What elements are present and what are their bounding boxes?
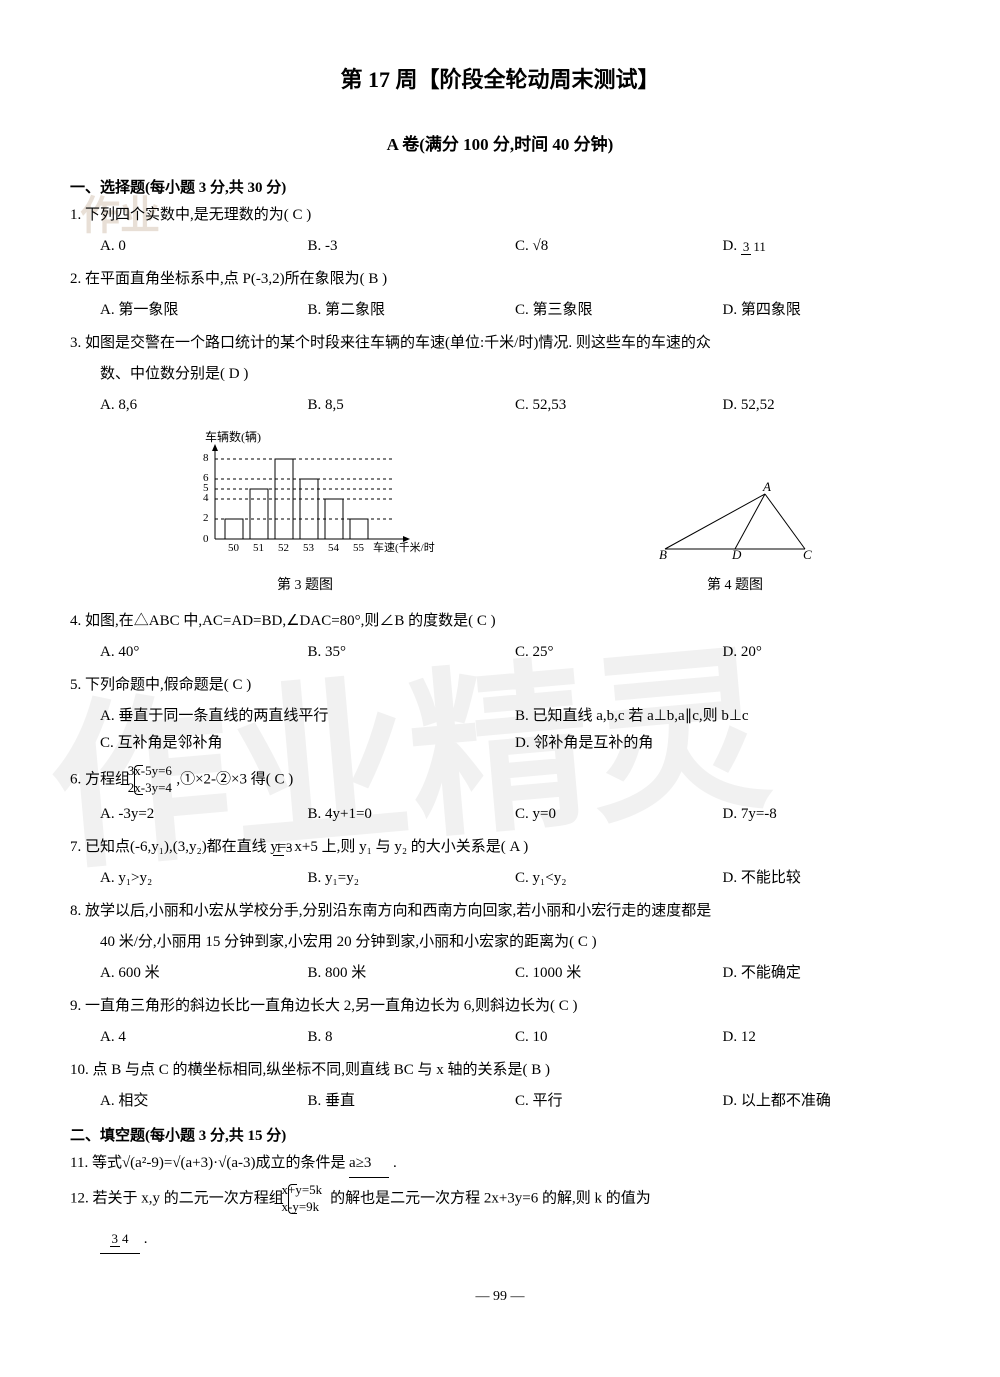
page-number: — 99 — xyxy=(70,1284,930,1309)
q9-a: A. 4 xyxy=(100,1024,308,1051)
q6-d: D. 7y=-8 xyxy=(723,801,931,828)
q3-c: C. 52,53 xyxy=(515,392,723,419)
bar-chart-icon: 车辆数(辆) 0 2 4 5 6 8 xyxy=(175,429,435,559)
q2-options: A. 第一象限 B. 第二象限 C. 第三象限 D. 第四象限 xyxy=(70,297,930,324)
svg-text:2: 2 xyxy=(203,512,209,524)
svg-text:54: 54 xyxy=(328,542,340,554)
q7-text: 7. 已知点(-6,y₁),(3,y₂)都在直线 y=-13x+5 上,则 y₁… xyxy=(70,834,930,861)
svg-text:C: C xyxy=(803,547,812,559)
q4-d: D. 20° xyxy=(723,639,931,666)
q3-line1: 3. 如图是交警在一个路口统计的某个时段来往车辆的车速(单位:千米/时)情况. … xyxy=(70,330,930,357)
q8-line2: 40 米/分,小丽用 15 分钟到家,小宏用 20 分钟到家,小丽和小宏家的距离… xyxy=(70,929,930,956)
q2-b: B. 第二象限 xyxy=(308,297,516,324)
q11: 11. 等式√(a²-9)=√(a+3)·√(a-3)成立的条件是 a≥3 . xyxy=(70,1150,930,1178)
svg-text:51: 51 xyxy=(253,542,264,554)
q4-c: C. 25° xyxy=(515,639,723,666)
svg-text:50: 50 xyxy=(228,542,240,554)
svg-text:6: 6 xyxy=(203,472,209,484)
q8-options: A. 600 米 B. 800 米 C. 1000 米 D. 不能确定 xyxy=(70,960,930,987)
q8-c: C. 1000 米 xyxy=(515,960,723,987)
q5-text: 5. 下列命题中,假命题是( C ) xyxy=(70,672,930,699)
q5-b: B. 已知直线 a,b,c 若 a⊥b,a∥c,则 b⊥c xyxy=(515,703,930,730)
q10-d: D. 以上都不准确 xyxy=(723,1088,931,1115)
q9-c: C. 10 xyxy=(515,1024,723,1051)
fig4-caption: 第 4 题图 xyxy=(645,573,825,598)
q1-d: D. 311 xyxy=(723,233,931,260)
q6-a: A. -3y=2 xyxy=(100,801,308,828)
q8-d: D. 不能确定 xyxy=(723,960,931,987)
q10-options: A. 相交 B. 垂直 C. 平行 D. 以上都不准确 xyxy=(70,1088,930,1115)
q7-options: A. y₁>y₂ B. y₁=y₂ C. y₁<y₂ D. 不能比较 xyxy=(70,865,930,892)
q7-d: D. 不能比较 xyxy=(723,865,931,892)
q8-line1: 8. 放学以后,小丽和小宏从学校分手,分别沿东南方向和西南方向回家,若小丽和小宏… xyxy=(70,898,930,925)
q6-c: C. y=0 xyxy=(515,801,723,828)
q6-options: A. -3y=2 B. 4y+1=0 C. y=0 D. 7y=-8 xyxy=(70,801,930,828)
q12-answer-line: 34 . xyxy=(70,1226,930,1254)
q1-a: A. 0 xyxy=(100,233,308,260)
figure-3: 车辆数(辆) 0 2 4 5 6 8 xyxy=(175,429,435,598)
figure-4: A B D C 第 4 题图 xyxy=(645,479,825,598)
q3-line2: 数、中位数分别是( D ) xyxy=(70,361,930,388)
q7-c: C. y₁<y₂ xyxy=(515,865,723,892)
q9-d: D. 12 xyxy=(723,1024,931,1051)
triangle-icon: A B D C xyxy=(645,479,825,559)
q10-b: B. 垂直 xyxy=(308,1088,516,1115)
svg-text:A: A xyxy=(762,479,771,494)
q1-b: B. -3 xyxy=(308,233,516,260)
q8-a: A. 600 米 xyxy=(100,960,308,987)
q2-d: D. 第四象限 xyxy=(723,297,931,324)
q10-a: A. 相交 xyxy=(100,1088,308,1115)
q12-answer: 34 xyxy=(100,1226,140,1254)
q8-b: B. 800 米 xyxy=(308,960,516,987)
q4-options: A. 40° B. 35° C. 25° D. 20° xyxy=(70,639,930,666)
fig3-caption: 第 3 题图 xyxy=(175,573,435,598)
q5-a: A. 垂直于同一条直线的两直线平行 xyxy=(100,703,515,730)
q4-b: B. 35° xyxy=(308,639,516,666)
figures-row: 车辆数(辆) 0 2 4 5 6 8 xyxy=(70,429,930,598)
q3-d: D. 52,52 xyxy=(723,392,931,419)
q10-c: C. 平行 xyxy=(515,1088,723,1115)
q10-text: 10. 点 B 与点 C 的横坐标相同,纵坐标不同,则直线 BC 与 x 轴的关… xyxy=(70,1057,930,1084)
q11-answer: a≥3 xyxy=(349,1150,389,1178)
q9-b: B. 8 xyxy=(308,1024,516,1051)
q7-b: B. y₁=y₂ xyxy=(308,865,516,892)
svg-text:B: B xyxy=(659,547,667,559)
q2-a: A. 第一象限 xyxy=(100,297,308,324)
q2-text: 2. 在平面直角坐标系中,点 P(-3,2)所在象限为( B ) xyxy=(70,266,930,293)
q6-b: B. 4y+1=0 xyxy=(308,801,516,828)
q9-options: A. 4 B. 8 C. 10 D. 12 xyxy=(70,1024,930,1051)
q3-a: A. 8,6 xyxy=(100,392,308,419)
section-2-header: 二、填空题(每小题 3 分,共 15 分) xyxy=(70,1123,930,1150)
page-content: 第 17 周【阶段全轮动周末测试】 A 卷(满分 100 分,时间 40 分钟)… xyxy=(70,60,930,1309)
section-1-header: 一、选择题(每小题 3 分,共 30 分) xyxy=(70,175,930,202)
page-subtitle: A 卷(满分 100 分,时间 40 分钟) xyxy=(70,130,930,161)
q7-a: A. y₁>y₂ xyxy=(100,865,308,892)
q3-b: B. 8,5 xyxy=(308,392,516,419)
svg-text:D: D xyxy=(731,547,742,559)
page-title: 第 17 周【阶段全轮动周末测试】 xyxy=(70,60,930,100)
q1-text: 1. 下列四个实数中,是无理数的为( C ) xyxy=(70,202,930,229)
q1-c: C. √8 xyxy=(515,233,723,260)
svg-text:52: 52 xyxy=(278,542,289,554)
q12: 12. 若关于 x,y 的二元一次方程组 x+y=5k x-y=9k 的解也是二… xyxy=(70,1182,930,1216)
svg-text:55: 55 xyxy=(353,542,365,554)
q1-options: A. 0 B. -3 C. √8 D. 311 xyxy=(70,233,930,260)
svg-text:车速(千米/时): 车速(千米/时) xyxy=(373,540,435,554)
svg-text:53: 53 xyxy=(303,542,315,554)
svg-text:0: 0 xyxy=(203,533,209,545)
q2-c: C. 第三象限 xyxy=(515,297,723,324)
q9-text: 9. 一直角三角形的斜边长比一直角边长大 2,另一直角边长为 6,则斜边长为( … xyxy=(70,993,930,1020)
q3-options: A. 8,6 B. 8,5 C. 52,53 D. 52,52 xyxy=(70,392,930,419)
svg-text:8: 8 xyxy=(203,452,209,464)
q5-c: C. 互补角是邻补角 xyxy=(100,730,515,757)
q6-text: 6. 方程组 3x-5y=6 2x-3y=4 ,①×2-②×3 得( C ) xyxy=(70,763,930,797)
q5-options: A. 垂直于同一条直线的两直线平行 B. 已知直线 a,b,c 若 a⊥b,a∥… xyxy=(70,703,930,757)
fig3-ylabel: 车辆数(辆) xyxy=(205,429,261,444)
q4-text: 4. 如图,在△ABC 中,AC=AD=BD,∠DAC=80°,则∠B 的度数是… xyxy=(70,608,930,635)
q4-a: A. 40° xyxy=(100,639,308,666)
q5-d: D. 邻补角是互补的角 xyxy=(515,730,930,757)
